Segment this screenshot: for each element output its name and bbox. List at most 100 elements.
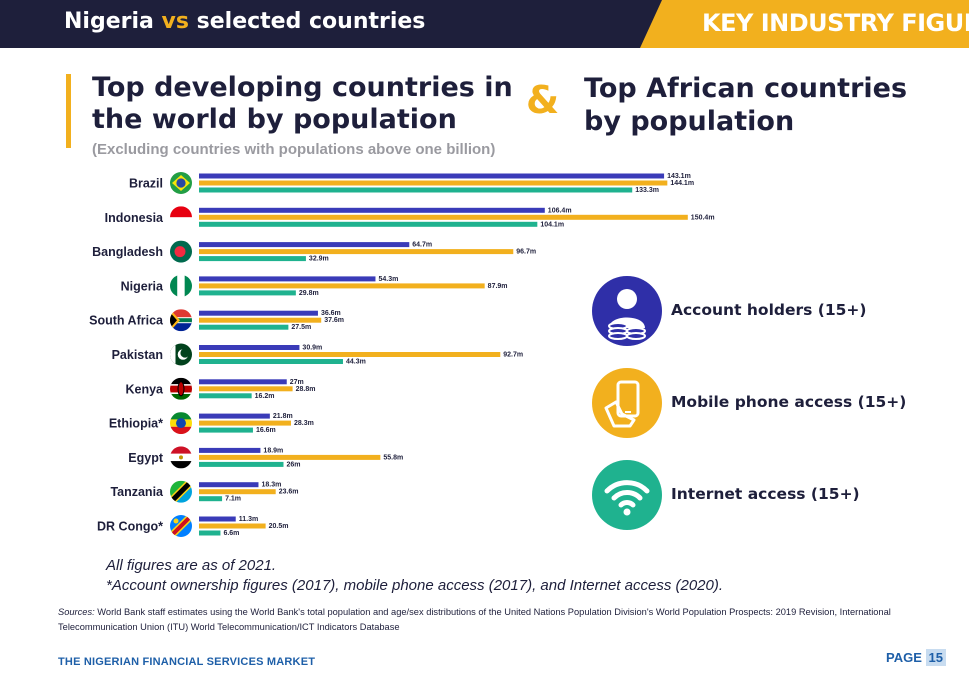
- data-label: 21.8m: [273, 413, 293, 420]
- account-holder-icon: [592, 276, 662, 346]
- bar: [199, 523, 266, 529]
- legend-label-account-holders: Account holders (15+): [671, 301, 867, 319]
- chart-row: Bangladesh 64.7m 96.7m 32.9m: [92, 240, 536, 263]
- data-label: 18.9m: [263, 447, 283, 454]
- mobile-phone-icon: [592, 368, 662, 438]
- data-label: 96.7m: [516, 249, 536, 256]
- data-label: 106.4m: [548, 207, 572, 214]
- accent-bar: [66, 74, 71, 148]
- note-line-2: *Account ownership figures (2017), mobil…: [106, 577, 724, 594]
- bar: [199, 379, 287, 385]
- chart-row: DR Congo* 11.3m 20.5m 6.6m: [97, 515, 288, 537]
- sources-text: Sources: World Bank staff estimates usin…: [58, 605, 918, 635]
- bar: [199, 447, 261, 453]
- wifi-icon: [592, 460, 662, 530]
- bar: [199, 207, 545, 213]
- south-africa-flag-icon: [170, 309, 192, 332]
- bar: [199, 386, 293, 392]
- chart-row: Egypt 18.9m 55.8m 26m: [128, 446, 403, 469]
- legend-label-mobile-phone: Mobile phone access (15+): [671, 393, 907, 411]
- ampersand: &: [526, 78, 560, 122]
- data-label: 44.3m: [346, 359, 366, 366]
- data-label: 16.6m: [256, 427, 276, 434]
- page-number: PAGE 15: [886, 649, 946, 669]
- country-label: South Africa: [89, 314, 164, 328]
- data-label: 144.1m: [670, 180, 694, 187]
- bar: [199, 242, 410, 248]
- bar: [199, 461, 284, 467]
- country-label: Ethiopia*: [109, 417, 163, 431]
- chart-subtitle: (Excluding countries with populations ab…: [92, 141, 496, 158]
- bar: [199, 214, 688, 220]
- bar: [199, 276, 376, 282]
- sources-body: World Bank staff estimates using the Wor…: [58, 607, 891, 632]
- bar: [199, 427, 253, 433]
- data-label: 20.5m: [269, 523, 289, 530]
- egypt-flag-icon: [170, 446, 192, 469]
- brazil-flag-icon: [170, 172, 192, 194]
- data-label: 28.8m: [296, 386, 316, 393]
- note-line-1: All figures are as of 2021.: [106, 557, 277, 574]
- data-label: 143.1m: [667, 173, 691, 180]
- bar: [199, 324, 289, 330]
- data-label: 11.3m: [239, 516, 258, 523]
- key-industry-badge: KEY INDUSTRY FIGURES: [640, 0, 969, 48]
- legend-item-internet: Internet access (15+): [592, 460, 952, 530]
- data-label: 28.3m: [294, 420, 314, 427]
- chart-heading-left: Top developing countries in the world by…: [92, 72, 513, 135]
- legend-item-account-holders: Account holders (15+): [592, 276, 952, 346]
- data-label: 54.3m: [378, 276, 398, 283]
- chart-row: Nigeria 54.3m 87.9m 29.8m: [121, 274, 508, 297]
- header-bar: Nigeria vs selected countries KEY INDUST…: [0, 0, 969, 48]
- indonesia-flag-icon: [170, 206, 192, 229]
- bar: [199, 317, 322, 323]
- data-label: 18.3m: [261, 482, 281, 489]
- header-title-vs: vs: [161, 9, 189, 34]
- data-label: 92.7m: [503, 352, 523, 359]
- tanzania-flag-icon: [170, 480, 192, 503]
- data-label: 32.9m: [309, 256, 329, 263]
- nigeria-flag-icon: [170, 274, 192, 297]
- bar: [199, 221, 538, 227]
- dr-congo-flag-icon: [170, 515, 192, 537]
- bar: [199, 345, 300, 350]
- chart-heading-right: Top African countries by population: [584, 73, 908, 137]
- data-label: 7.1m: [225, 496, 241, 503]
- data-label: 29.8m: [299, 290, 319, 297]
- bar: [199, 310, 318, 316]
- data-label: 37.6m: [324, 317, 344, 324]
- header-title-part2: selected countries: [196, 9, 426, 34]
- country-label: Nigeria: [121, 279, 164, 293]
- legend-item-mobile-phone: Mobile phone access (15+): [592, 368, 952, 438]
- data-label: 64.7m: [412, 242, 432, 249]
- bar: [199, 249, 514, 255]
- chart-row: Indonesia 106.4m 150.4m 104.1m: [105, 206, 715, 228]
- ethiopia-flag-icon: [170, 412, 192, 435]
- country-label: Kenya: [125, 382, 164, 396]
- country-label: Egypt: [128, 451, 164, 465]
- header-title-part1: Nigeria: [64, 9, 154, 34]
- bar: [199, 420, 291, 426]
- bar: [199, 187, 633, 193]
- country-label: Pakistan: [112, 348, 163, 362]
- kenya-flag-icon: [170, 377, 192, 400]
- data-label: 23.6m: [279, 489, 299, 496]
- bar: [199, 352, 501, 357]
- data-label: 36.6m: [321, 310, 341, 317]
- bar: [199, 530, 221, 536]
- legend-label-internet: Internet access (15+): [671, 485, 860, 503]
- data-label: 104.1m: [540, 221, 564, 228]
- data-label: 87.9m: [488, 283, 508, 290]
- bar: [199, 256, 306, 262]
- country-label: Tanzania: [110, 485, 164, 499]
- bangladesh-flag-icon: [170, 240, 192, 263]
- bar: [199, 482, 259, 488]
- bar: [199, 393, 252, 399]
- chart-row: Pakistan 30.9m 92.7m 44.3m: [112, 343, 523, 366]
